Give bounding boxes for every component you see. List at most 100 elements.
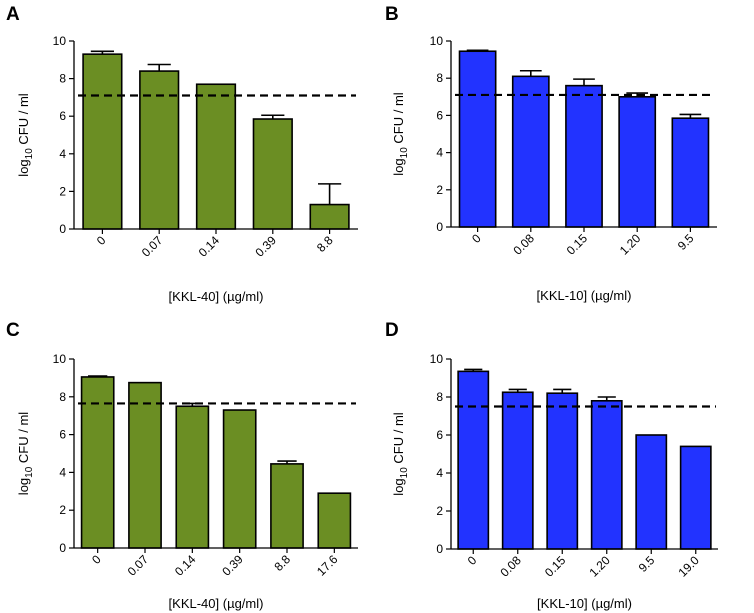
bar-a-2: [139, 70, 180, 230]
bar-d-1: [457, 370, 490, 550]
y-axis-label-rest-c: CFU / ml: [16, 412, 31, 467]
y-tick-label-d-4: 4: [436, 466, 443, 480]
y-tick-label-b-0: 0: [436, 220, 443, 234]
y-axis-label-sub-a: 10: [24, 148, 35, 160]
y-axis-label-rest-a: CFU / ml: [16, 93, 31, 148]
y-axis-label-sub-d: 10: [399, 467, 410, 479]
y-axis-label-rest-b: CFU / ml: [391, 92, 406, 147]
bar-b-5: [671, 117, 710, 228]
x-tick-label-a-3: 0.14: [196, 233, 223, 260]
x-tick-label-c-4: 0.39: [219, 552, 246, 579]
y-tick-label-a-4: 4: [59, 147, 66, 161]
bar-d-2: [501, 391, 534, 550]
x-tick-label-d-3: 0.15: [542, 553, 569, 580]
bar-d-5: [635, 434, 668, 550]
x-tick-label-b-5: 9.5: [675, 231, 697, 253]
y-tick-label-a-2: 2: [59, 184, 66, 198]
bar-c-5: [270, 463, 304, 549]
y-tick-label-c-0: 0: [59, 541, 66, 555]
panel-letter-d: D: [385, 320, 399, 341]
panel-letter-a: A: [6, 4, 20, 25]
x-axis-label-b: [KKL-10] (µg/ml): [537, 288, 632, 303]
x-tick-label-d-6: 19.0: [675, 553, 702, 580]
plot-area-d: 0 2 4 6 8 10 0 0.08 0.15 1.20 9.5 19.0 [KKL-10] (µg/…: [391, 352, 718, 611]
y-tick-label-a-8: 8: [59, 72, 66, 86]
y-tick-label-d-0: 0: [436, 542, 443, 556]
x-tick-label-c-2: 0.07: [125, 552, 152, 579]
bar-c-2: [128, 381, 162, 549]
y-tick-label-d-8: 8: [436, 390, 443, 404]
x-axis-label-d: [KKL-10] (µg/ml): [537, 596, 632, 611]
x-tick-label-d-1: 0: [465, 553, 480, 568]
panel-c: C 0 2 4 6 8 10 0 0.07 0.14 0.39 8.8 17.6 [KKL-40] (µ…: [6, 320, 358, 611]
bar-b-1: [458, 50, 497, 228]
bar-b-2: [511, 75, 550, 228]
panel-letter-b: B: [385, 4, 399, 25]
y-tick-label-d-10: 10: [430, 352, 444, 366]
y-tick-label-c-8: 8: [59, 390, 66, 404]
x-tick-label-b-4: 1.20: [617, 231, 644, 258]
bar-b-4: [618, 96, 657, 228]
x-tick-label-d-4: 1.20: [586, 553, 613, 580]
y-tick-label-a-10: 10: [53, 34, 67, 48]
x-tick-label-c-1: 0: [89, 552, 104, 567]
panel-letter-c: C: [6, 320, 20, 341]
x-tick-label-d-2: 0.08: [497, 553, 524, 580]
x-tick-label-b-2: 0.08: [511, 231, 538, 258]
y-tick-label-b-2: 2: [436, 183, 443, 197]
plot-area-c: 0 2 4 6 8 10 0 0.07 0.14 0.39 8.8 17.6 [KKL-40] (µg/…: [16, 352, 358, 611]
y-axis-label-d: log10 CFU / ml: [391, 412, 410, 495]
x-tick-label-b-1: 0: [469, 231, 484, 246]
y-tick-label-c-6: 6: [59, 428, 66, 442]
y-axis-label-c: log10 CFU / ml: [16, 412, 35, 495]
x-tick-label-c-5: 8.8: [271, 552, 293, 574]
y-axis-label-b: log10 CFU / ml: [391, 92, 410, 175]
y-tick-label-c-4: 4: [59, 465, 66, 479]
y-tick-label-c-2: 2: [59, 503, 66, 517]
x-axis-label-a: [KKL-40] (µg/ml): [169, 289, 264, 304]
x-tick-label-d-5: 9.5: [636, 553, 658, 575]
y-tick-label-b-10: 10: [430, 34, 444, 48]
y-axis-label-main-a: log: [16, 159, 31, 176]
y-tick-label-d-6: 6: [436, 428, 443, 442]
x-axis-label-c: [KKL-40] (µg/ml): [169, 596, 264, 611]
bar-c-4: [222, 409, 257, 549]
bar-d-6: [679, 445, 712, 550]
panel-d: D 0 2 4 6 8 10 0 0.08 0.15 1.20 9.5 19.0 [KKL-10] (µ…: [385, 320, 718, 611]
y-tick-label-c-10: 10: [53, 352, 67, 366]
bar-d-3: [546, 392, 579, 550]
y-axis-label-sub-c: 10: [24, 466, 35, 478]
x-tick-label-a-5: 8.8: [314, 233, 336, 255]
y-tick-label-d-2: 2: [436, 504, 443, 518]
panel-b: B 0 2 4 6 8 10 0 0.08 0.15 1.20 9.5 [KKL-10] (µg/ml…: [385, 4, 717, 303]
bar-c-6: [317, 492, 352, 549]
x-tick-label-c-3: 0.14: [172, 552, 199, 579]
x-tick-label-a-1: 0: [94, 233, 109, 248]
bar-a-3: [195, 83, 237, 230]
y-tick-label-a-0: 0: [59, 222, 66, 236]
panel-a: A 0 2 4 6 8 10 0 0.07 0.14 0.39 8.8 [KKL-40] (µg/ml…: [6, 4, 358, 304]
y-axis-label-a: log10 CFU / ml: [16, 93, 35, 176]
y-axis-label-main-d: log: [391, 478, 406, 495]
x-tick-label-a-4: 0.39: [253, 233, 280, 260]
x-tick-label-b-3: 0.15: [564, 231, 591, 258]
bar-a-1: [82, 53, 123, 230]
y-axis-label-sub-b: 10: [399, 147, 410, 159]
bar-a-4: [252, 118, 293, 230]
x-tick-label-a-2: 0.07: [139, 233, 166, 260]
y-axis-label-main-c: log: [16, 478, 31, 495]
y-tick-label-b-6: 6: [436, 108, 443, 122]
y-tick-label-b-8: 8: [436, 71, 443, 85]
y-axis-label-rest-d: CFU / ml: [391, 412, 406, 467]
bar-d-4: [590, 399, 623, 550]
y-tick-label-b-4: 4: [436, 146, 443, 160]
plot-area-a: 0 2 4 6 8 10 0 0.07 0.14 0.39 8.8 [KKL-40] (µg/ml) l…: [16, 34, 358, 304]
bar-a-5: [309, 203, 350, 230]
x-tick-label-c-6: 17.6: [314, 552, 341, 579]
y-tick-label-a-6: 6: [59, 109, 66, 123]
bar-c-3: [175, 405, 210, 549]
y-axis-label-main-b: log: [391, 158, 406, 175]
bar-b-3: [565, 84, 603, 228]
plot-area-b: 0 2 4 6 8 10 0 0.08 0.15 1.20 9.5 [KKL-10] (µg/ml) l…: [391, 34, 717, 303]
